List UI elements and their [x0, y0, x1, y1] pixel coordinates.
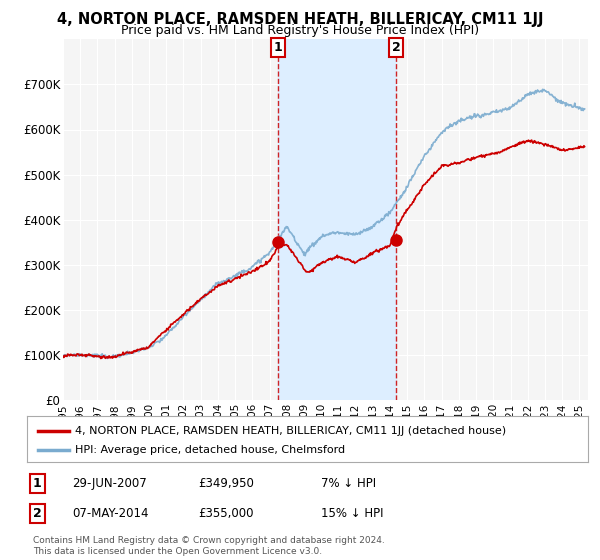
Text: £349,950: £349,950 — [198, 477, 254, 490]
Text: HPI: Average price, detached house, Chelmsford: HPI: Average price, detached house, Chel… — [74, 445, 345, 455]
Text: Contains HM Land Registry data © Crown copyright and database right 2024.
This d: Contains HM Land Registry data © Crown c… — [33, 536, 385, 556]
Bar — [278, 39, 396, 400]
Text: 4, NORTON PLACE, RAMSDEN HEATH, BILLERICAY, CM11 1JJ (detached house): 4, NORTON PLACE, RAMSDEN HEATH, BILLERIC… — [74, 426, 506, 436]
Text: 07-MAY-2014: 07-MAY-2014 — [72, 507, 149, 520]
Text: 29-JUN-2007: 29-JUN-2007 — [72, 477, 147, 490]
Text: 2: 2 — [392, 41, 400, 54]
Text: Price paid vs. HM Land Registry's House Price Index (HPI): Price paid vs. HM Land Registry's House … — [121, 24, 479, 37]
Text: 2: 2 — [33, 507, 42, 520]
Text: 4, NORTON PLACE, RAMSDEN HEATH, BILLERICAY, CM11 1JJ: 4, NORTON PLACE, RAMSDEN HEATH, BILLERIC… — [57, 12, 543, 27]
Text: 1: 1 — [274, 41, 283, 54]
Text: £355,000: £355,000 — [198, 507, 254, 520]
Text: 7% ↓ HPI: 7% ↓ HPI — [321, 477, 376, 490]
Text: 15% ↓ HPI: 15% ↓ HPI — [321, 507, 383, 520]
Text: 1: 1 — [33, 477, 42, 490]
